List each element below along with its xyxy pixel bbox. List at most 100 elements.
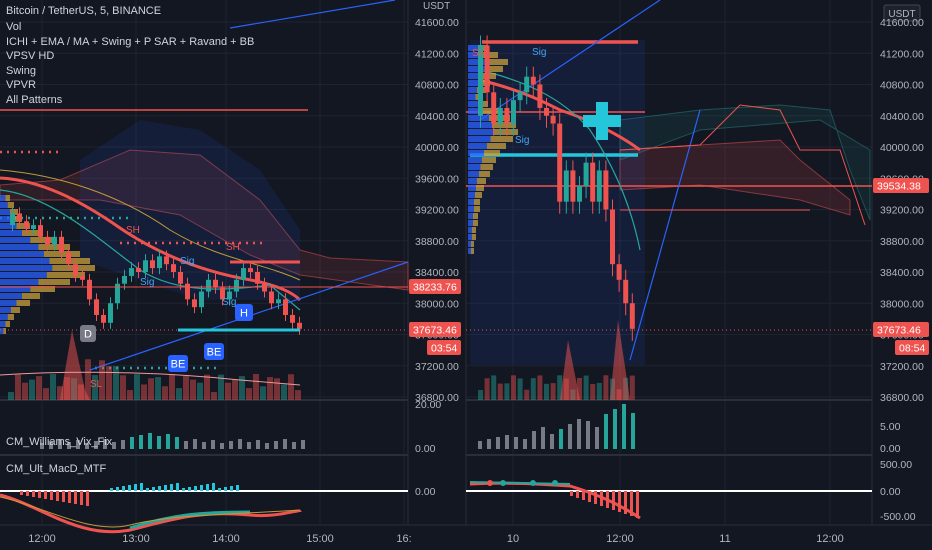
volume-bar (190, 379, 196, 400)
volume-bar (577, 377, 582, 400)
volume-bar (92, 375, 98, 400)
sub-tick-label: 0.00 (880, 486, 901, 498)
vix-bar (622, 404, 626, 449)
macd-histogram (20, 491, 23, 495)
x-tick-label: 10 (507, 533, 519, 545)
volume-profile-bar (468, 171, 479, 177)
indicator-legend: Vol ICHI + EMA / MA + Swing + P SAR + Ra… (6, 20, 254, 107)
vix-bar (103, 439, 107, 449)
volume-spike (610, 320, 630, 400)
volume-profile-bar (474, 206, 480, 212)
sub1-indicator-name[interactable]: CM_Williams_Vix_Fix (6, 436, 113, 448)
volume-profile-bar (483, 108, 498, 114)
vix-bar (94, 441, 98, 449)
x-tick-label: 12:00 (28, 533, 56, 545)
volume-profile-bar (476, 185, 484, 191)
volume-profile-bar (30, 237, 55, 243)
pattern-badge-be (204, 343, 224, 360)
volume-bar (36, 376, 42, 400)
volume-profile-bar (0, 328, 4, 334)
y-tick-label: 40400.00 (415, 111, 459, 123)
y-axis-title: USDT (888, 9, 915, 20)
candle (115, 283, 120, 304)
volume-bar (232, 379, 238, 400)
volume-profile-bar (0, 230, 22, 236)
candle (143, 260, 148, 272)
volume-profile-bar (468, 178, 477, 184)
price-tag (873, 322, 929, 337)
volume-bar (267, 377, 273, 400)
y-tick-label: 41200.00 (415, 48, 459, 60)
volume-bar (504, 383, 510, 400)
volume-profile-bar (0, 293, 22, 299)
y-tick-label: 39200.00 (415, 205, 459, 217)
volume-bar (225, 382, 231, 400)
indicator-vol[interactable]: Vol (6, 21, 22, 33)
trend-line (629, 109, 701, 361)
volume-profile-bar (472, 227, 476, 233)
candle (129, 268, 134, 276)
volume-profile-bar (16, 223, 30, 229)
vix-bar (166, 434, 170, 449)
indicator-vpvr[interactable]: VPVR (6, 79, 36, 91)
volume-profile-bar (468, 227, 472, 233)
candle (87, 279, 92, 300)
candle (629, 303, 635, 329)
indicator-swing[interactable]: Swing (6, 64, 36, 77)
indicator-ichi[interactable]: ICHI + EMA / MA + Swing + P SAR + Ravand… (6, 35, 255, 48)
volume-profile-bar (0, 265, 53, 271)
volume-spike (60, 330, 90, 400)
candle (80, 275, 85, 280)
vix-bar (586, 421, 590, 449)
macd-line (0, 493, 302, 534)
volume-profile-bar (477, 178, 486, 184)
volume-profile-bar (483, 52, 498, 58)
vix-bar (505, 435, 509, 449)
pattern-badge-be-text: BE (207, 347, 222, 359)
volume-bar (29, 379, 35, 400)
volume-bar (162, 386, 168, 400)
volume-profile-bar (5, 195, 10, 201)
candle (290, 314, 295, 323)
sub2-indicator-name[interactable]: CM_Ult_MacD_MTF (6, 463, 107, 475)
candle (255, 272, 260, 284)
vix-bar (40, 443, 44, 449)
vix-bar (112, 442, 116, 449)
volume-profile-bar (484, 150, 500, 156)
volume-bar (127, 390, 133, 400)
candle (524, 76, 530, 93)
candle (497, 107, 503, 124)
vix-bar (487, 439, 491, 449)
macd-histogram (582, 491, 585, 500)
vix-bar (148, 433, 152, 449)
macd-histogram (146, 488, 149, 491)
indicator-patterns[interactable]: All Patterns (6, 93, 63, 106)
price-tag-text: 38233.76 (413, 282, 457, 294)
candle (45, 236, 50, 245)
candle (59, 236, 64, 253)
indicator-vpsv[interactable]: VPSV HD (6, 50, 55, 62)
macd-histogram (110, 488, 113, 491)
vix-bar (532, 431, 536, 449)
candle (136, 268, 141, 272)
macd-histogram (618, 491, 621, 512)
volume-bar (169, 374, 175, 400)
macd-histogram (122, 486, 125, 491)
volume-profile-bar (0, 202, 8, 208)
volume-bar (113, 366, 119, 400)
volume-bar (15, 374, 21, 400)
macd-histogram (170, 484, 173, 491)
volume-bar (106, 366, 112, 400)
volume-profile-bar (468, 45, 478, 51)
senkou-line (619, 104, 866, 226)
candle (557, 123, 563, 202)
macd-cross-dot (487, 480, 493, 486)
volume-spike (560, 340, 580, 400)
volume-profile-bar (0, 216, 13, 222)
candle (297, 322, 302, 329)
y-tick-label: 41600.00 (880, 17, 924, 29)
y-tick-label: 39600.00 (415, 173, 459, 185)
pattern-badge-d-text: D (84, 329, 92, 341)
volume-bar (517, 378, 523, 400)
